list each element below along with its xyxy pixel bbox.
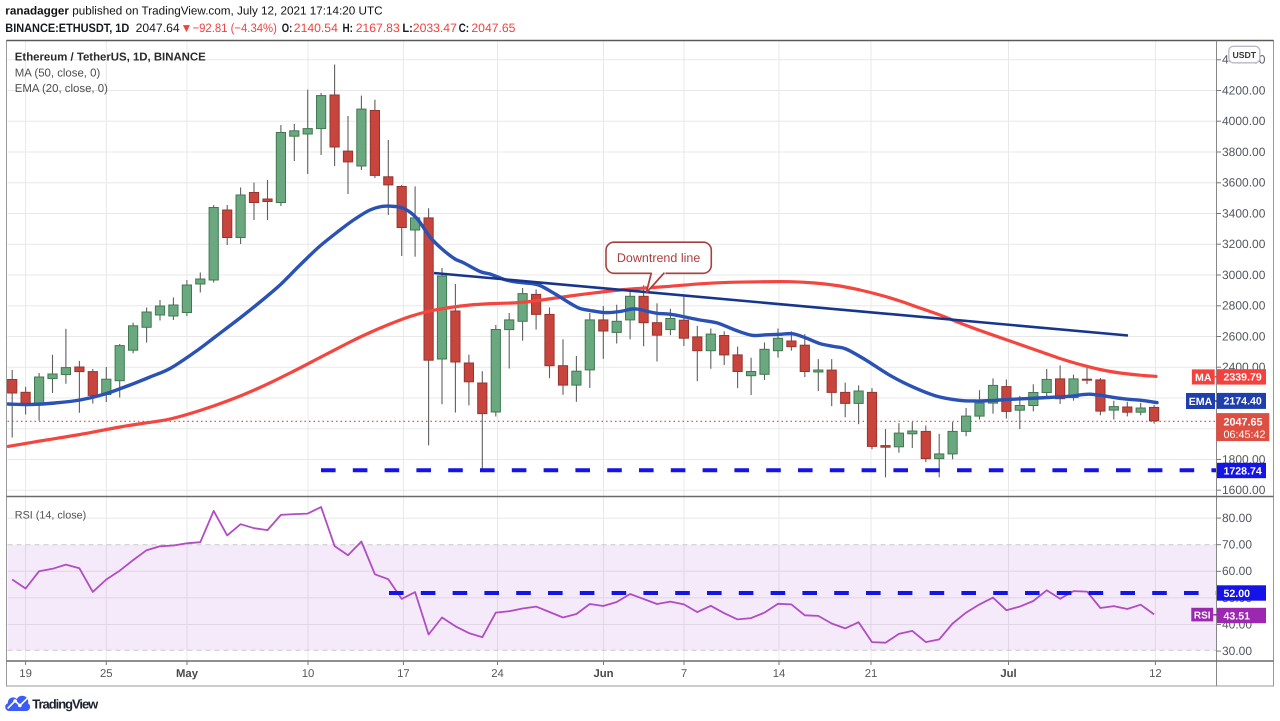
svg-text:MA (50, close, 0): MA (50, close, 0) <box>15 67 101 79</box>
svg-text:May: May <box>176 668 199 680</box>
svg-text:USDT: USDT <box>1232 50 1256 60</box>
svg-text:2174.40: 2174.40 <box>1224 396 1262 408</box>
svg-text:2600.00: 2600.00 <box>1222 329 1266 343</box>
svg-text:Jun: Jun <box>593 668 613 680</box>
svg-text:Ethereum / TetherUS, 1D, BINAN: Ethereum / TetherUS, 1D, BINANCE <box>15 51 206 63</box>
svg-text:06:45:42: 06:45:42 <box>1224 429 1266 441</box>
svg-text:3800.00: 3800.00 <box>1222 145 1266 159</box>
svg-text:70.00: 70.00 <box>1222 538 1252 552</box>
svg-text:12: 12 <box>1149 668 1162 680</box>
svg-text:10: 10 <box>302 668 315 680</box>
svg-text:EMA (20, close, 0): EMA (20, close, 0) <box>15 83 108 95</box>
svg-text:TradingView: TradingView <box>32 696 99 711</box>
svg-text:4200.00: 4200.00 <box>1222 83 1266 97</box>
svg-text:80.00: 80.00 <box>1222 511 1252 525</box>
svg-text:43.51: 43.51 <box>1224 610 1251 622</box>
svg-text:3600.00: 3600.00 <box>1222 176 1266 190</box>
svg-text:1600.00: 1600.00 <box>1222 483 1266 497</box>
svg-text:ranadagger published on Tradin: ranadagger published on TradingView.com,… <box>5 5 382 18</box>
svg-text:14: 14 <box>773 668 786 680</box>
svg-text:19: 19 <box>19 668 32 680</box>
svg-text:2339.79: 2339.79 <box>1224 372 1262 384</box>
svg-text:30.00: 30.00 <box>1222 644 1252 658</box>
svg-text:Jul: Jul <box>1000 668 1016 680</box>
svg-text:21: 21 <box>865 668 878 680</box>
svg-text:52.00: 52.00 <box>1224 588 1251 600</box>
svg-text:1728.74: 1728.74 <box>1224 465 1262 477</box>
svg-text:2800.00: 2800.00 <box>1222 299 1266 313</box>
svg-text:17: 17 <box>397 668 410 680</box>
svg-text:60.00: 60.00 <box>1222 564 1252 578</box>
svg-text:3400.00: 3400.00 <box>1222 206 1266 220</box>
svg-text:3200.00: 3200.00 <box>1222 237 1266 251</box>
svg-text:3000.00: 3000.00 <box>1222 268 1266 282</box>
svg-text:7: 7 <box>681 668 687 680</box>
svg-text:RSI (14, close): RSI (14, close) <box>15 510 86 522</box>
svg-text:4000.00: 4000.00 <box>1222 114 1266 128</box>
svg-text:25: 25 <box>100 668 113 680</box>
svg-text:2047.65: 2047.65 <box>1224 417 1263 429</box>
svg-text:RSI: RSI <box>1194 610 1211 621</box>
svg-text:Downtrend line: Downtrend line <box>617 251 700 265</box>
svg-text:MA: MA <box>1195 372 1212 384</box>
svg-text:24: 24 <box>491 668 504 680</box>
svg-text:EMA: EMA <box>1189 396 1213 408</box>
